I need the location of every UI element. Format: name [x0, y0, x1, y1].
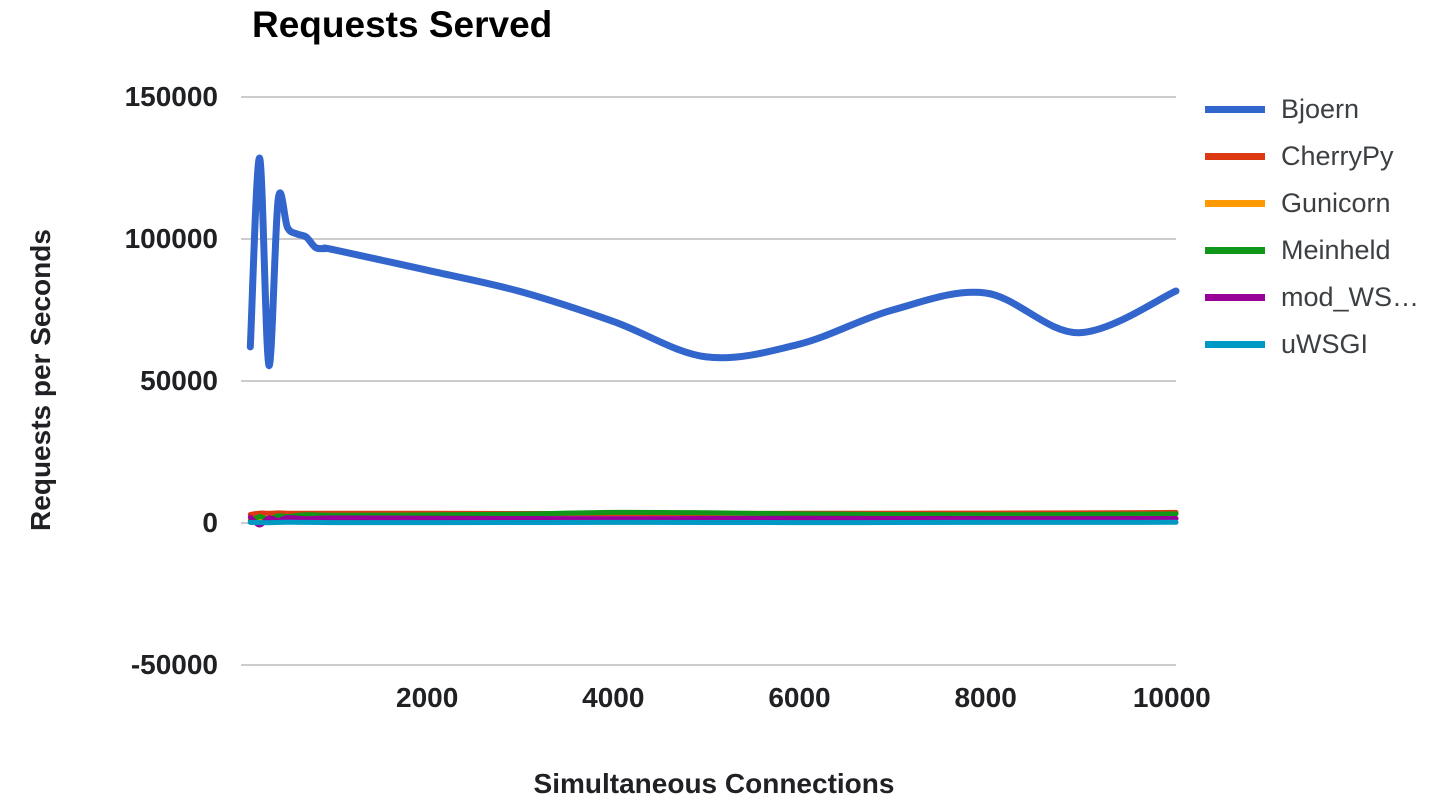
legend-item-mod-ws: mod_WS… [1205, 274, 1419, 321]
legend-swatch-cherrypy [1205, 153, 1265, 160]
x-tick-label-6000: 6000 [768, 682, 831, 713]
legend-item-uwsgi: uWSGI [1205, 321, 1419, 368]
legend-swatch-meinheld [1205, 247, 1265, 254]
x-tick-label-2000: 2000 [396, 682, 459, 713]
y-tick-label-50000: 50000 [140, 365, 218, 396]
legend-label-bjoern: Bjoern [1281, 94, 1360, 124]
chart-title: Requests Served [252, 4, 553, 45]
y-tick-label-150000: 150000 [124, 81, 218, 112]
series-line-meinheld [247, 509, 1179, 524]
legend-swatch-gunicorn [1205, 200, 1265, 207]
x-tick-label-4000: 4000 [582, 682, 645, 713]
x-tick-label-10000: 10000 [1132, 682, 1211, 713]
legend-label-cherrypy: CherryPy [1281, 141, 1394, 171]
series-line-bjoern [246, 154, 1180, 369]
legend-swatch-bjoern [1205, 106, 1265, 113]
legend-item-bjoern: Bjoern [1205, 86, 1419, 133]
legend-swatch-mod-ws [1205, 294, 1265, 301]
y-tick-label-100000: 100000 [124, 223, 218, 254]
legend-item-meinheld: Meinheld [1205, 227, 1419, 274]
legend-label-mod-ws: mod_WS… [1281, 282, 1420, 312]
legend-item-gunicorn: Gunicorn [1205, 180, 1419, 227]
y-tick-label--50000: -50000 [130, 649, 218, 680]
y-tick-label-0: 0 [202, 507, 218, 538]
legend-label-meinheld: Meinheld [1281, 235, 1391, 265]
legend-item-cherrypy: CherryPy [1205, 133, 1419, 180]
x-axis-title: Simultaneous Connections [533, 768, 895, 799]
legend: Bjoern CherryPy Gunicorn Meinheld mod_WS… uWS… [1205, 86, 1419, 368]
legend-swatch-uwsgi [1205, 341, 1265, 348]
legend-label-gunicorn: Gunicorn [1281, 188, 1391, 218]
x-tick-label-8000: 8000 [954, 682, 1017, 713]
legend-label-uwsgi: uWSGI [1281, 329, 1369, 359]
